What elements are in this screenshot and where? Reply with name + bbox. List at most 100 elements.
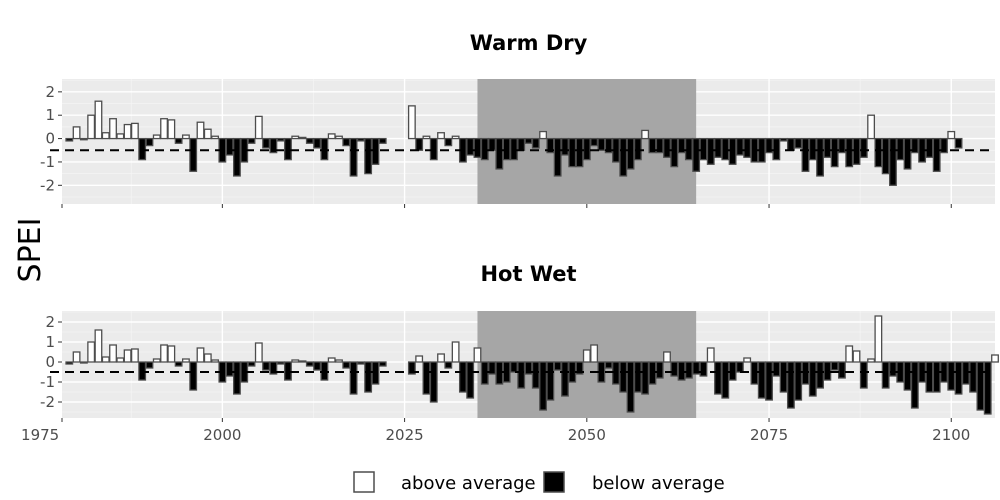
bar-below-average	[276, 137, 285, 142]
bar-below-average	[145, 137, 154, 147]
bar-below-average	[145, 361, 154, 369]
bar-below-average	[320, 137, 329, 161]
panel-title: Warm Dry	[470, 31, 588, 55]
bar-below-average	[772, 137, 781, 161]
x-tick-label: 1975	[21, 426, 59, 444]
y-tick-label: 1	[45, 333, 55, 351]
bar-above-average	[101, 356, 110, 363]
bar-below-average	[699, 137, 708, 161]
bar-below-average	[889, 361, 897, 377]
bar-above-average	[327, 133, 336, 140]
bar-below-average	[546, 137, 555, 154]
bar-above-average	[203, 353, 212, 363]
panel-1: Hot Wet 2 1 0 -1 -2 1975 2000 2025 2050 2075 2100	[21, 262, 999, 444]
bar-below-average	[561, 137, 569, 156]
bar-above-average	[254, 342, 263, 363]
panel-0: Warm Dry 2 1 0 -1 -2	[40, 31, 995, 208]
bar-below-average	[79, 361, 88, 364]
bar-below-average	[794, 137, 803, 149]
bar-above-average	[160, 118, 168, 140]
bar-below-average	[488, 137, 496, 151]
x-tick-label: 2075	[750, 426, 788, 444]
bar-below-average	[619, 361, 628, 393]
legend-key-above	[353, 471, 375, 493]
bar-below-average	[561, 361, 569, 397]
bar-below-average	[794, 361, 803, 401]
bar-below-average	[655, 137, 664, 154]
bar-below-average	[342, 137, 351, 147]
bar-below-average	[225, 137, 234, 156]
bar-below-average	[859, 137, 868, 158]
x-tick-label: 2000	[203, 426, 241, 444]
legend-label-below: below average	[592, 473, 725, 494]
bar-below-average	[932, 361, 941, 393]
bar-below-average	[721, 361, 730, 399]
bar-below-average	[699, 361, 708, 377]
bar-below-average	[692, 361, 701, 375]
bar-below-average	[247, 137, 256, 144]
bar-above-average	[196, 121, 205, 140]
bar-above-average	[590, 344, 599, 363]
bar-below-average	[568, 137, 577, 168]
bar-below-average	[969, 361, 978, 393]
bar-below-average	[524, 361, 533, 375]
bar-below-average	[509, 137, 518, 161]
bar-below-average	[597, 137, 606, 151]
bar-below-average	[225, 361, 234, 377]
bar-below-average	[415, 137, 424, 151]
bar-below-average	[728, 137, 737, 165]
bar-below-average	[378, 137, 387, 144]
bar-above-average	[123, 349, 132, 363]
bar-below-average	[313, 361, 322, 371]
bar-below-average	[480, 137, 489, 161]
y-axis-label: SPEI	[13, 218, 48, 283]
bar-below-average	[823, 361, 832, 381]
bar-below-average	[670, 361, 679, 377]
bar-below-average	[743, 137, 752, 158]
bar-above-average	[211, 359, 220, 363]
bar-below-average	[859, 361, 868, 389]
bar-below-average	[896, 137, 905, 161]
bar-below-average	[604, 361, 613, 369]
bar-below-average	[429, 137, 438, 161]
bar-below-average	[407, 361, 416, 375]
bar-below-average	[779, 361, 788, 393]
bar-below-average	[983, 361, 992, 415]
bar-above-average	[116, 357, 125, 363]
bar-below-average	[801, 137, 810, 172]
bar-above-average	[152, 358, 161, 363]
bar-below-average	[546, 361, 555, 401]
bar-above-average	[94, 100, 103, 140]
bar-above-average	[335, 135, 343, 140]
legend-key-below	[543, 471, 565, 493]
bar-below-average	[947, 361, 956, 391]
bar-below-average	[954, 361, 963, 395]
bar-below-average	[874, 137, 883, 168]
bar-below-average	[706, 137, 715, 165]
bar-below-average	[313, 137, 322, 149]
bar-below-average	[954, 137, 963, 149]
bar-below-average	[342, 361, 351, 369]
bar-above-average	[123, 123, 132, 140]
bar-above-average	[852, 350, 861, 363]
bar-above-average	[152, 134, 161, 140]
bar-below-average	[648, 137, 657, 154]
bar-below-average	[830, 137, 839, 168]
bar-below-average	[837, 361, 846, 379]
bar-below-average	[816, 361, 824, 389]
bar-below-average	[553, 361, 562, 371]
y-tick-label: -1	[40, 153, 55, 171]
bar-above-average	[130, 122, 139, 140]
bar-below-average	[247, 361, 256, 367]
bar-below-average	[633, 361, 642, 393]
bar-below-average	[940, 137, 948, 154]
bar-above-average	[72, 351, 81, 363]
bar-above-average	[298, 360, 307, 363]
bar-below-average	[786, 137, 795, 151]
bar-below-average	[466, 137, 475, 156]
bar-below-average	[889, 137, 897, 186]
y-tick-label: 2	[45, 313, 55, 331]
bar-below-average	[765, 361, 773, 401]
bar-below-average	[590, 137, 599, 147]
bar-above-average	[87, 114, 96, 140]
